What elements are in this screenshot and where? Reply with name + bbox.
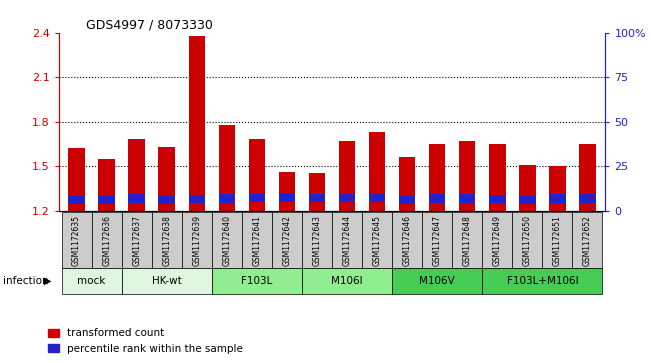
Bar <box>339 194 355 203</box>
Bar <box>158 147 175 211</box>
Text: GSM1172643: GSM1172643 <box>312 215 322 266</box>
Bar <box>128 139 145 211</box>
Bar <box>219 125 235 211</box>
Bar <box>68 196 85 204</box>
Bar <box>549 166 566 211</box>
Text: GSM1172649: GSM1172649 <box>493 215 502 266</box>
Text: GSM1172639: GSM1172639 <box>192 215 201 266</box>
Bar <box>98 196 115 204</box>
Text: F103L+M106I: F103L+M106I <box>506 276 578 286</box>
Text: mock: mock <box>77 276 106 286</box>
Text: M106I: M106I <box>331 276 363 286</box>
Bar <box>399 196 415 204</box>
Bar <box>459 194 475 203</box>
Bar <box>369 132 385 211</box>
Bar <box>429 144 445 211</box>
Text: GSM1172636: GSM1172636 <box>102 215 111 266</box>
Bar <box>249 139 265 211</box>
Text: GSM1172652: GSM1172652 <box>583 215 592 266</box>
Bar <box>489 195 506 203</box>
Text: infection: infection <box>3 276 49 286</box>
Text: GSM1172644: GSM1172644 <box>342 215 352 266</box>
Bar <box>519 164 536 211</box>
Legend: transformed count, percentile rank within the sample: transformed count, percentile rank withi… <box>44 324 247 358</box>
Text: GSM1172651: GSM1172651 <box>553 215 562 266</box>
Text: HK-wt: HK-wt <box>152 276 182 286</box>
Text: GSM1172638: GSM1172638 <box>162 215 171 266</box>
Text: GSM1172635: GSM1172635 <box>72 215 81 266</box>
Text: GSM1172645: GSM1172645 <box>372 215 381 266</box>
Bar <box>279 172 295 211</box>
Bar <box>579 194 596 203</box>
Bar <box>309 174 326 211</box>
Bar <box>189 36 205 211</box>
Text: GSM1172648: GSM1172648 <box>463 215 472 266</box>
Bar <box>549 194 566 203</box>
Bar <box>68 148 85 211</box>
Bar <box>189 195 205 203</box>
Bar <box>369 194 385 203</box>
Text: GSM1172640: GSM1172640 <box>223 215 231 266</box>
Text: GSM1172650: GSM1172650 <box>523 215 532 266</box>
Text: GSM1172647: GSM1172647 <box>433 215 441 266</box>
Bar <box>429 194 445 203</box>
Text: M106V: M106V <box>419 276 455 286</box>
Bar <box>219 194 235 203</box>
Text: ▶: ▶ <box>44 276 51 286</box>
Bar <box>128 194 145 203</box>
Text: GDS4997 / 8073330: GDS4997 / 8073330 <box>86 19 213 32</box>
Bar <box>489 144 506 211</box>
Bar <box>309 194 326 203</box>
Text: F103L: F103L <box>242 276 273 286</box>
Text: GSM1172637: GSM1172637 <box>132 215 141 266</box>
Bar <box>339 141 355 211</box>
Bar <box>519 196 536 204</box>
Bar <box>98 159 115 211</box>
Bar <box>459 141 475 211</box>
Bar <box>249 194 265 203</box>
Text: GSM1172641: GSM1172641 <box>253 215 262 266</box>
Bar <box>399 157 415 211</box>
Bar <box>279 193 295 203</box>
Bar <box>579 144 596 211</box>
Bar <box>158 196 175 204</box>
Text: GSM1172646: GSM1172646 <box>402 215 411 266</box>
Text: GSM1172642: GSM1172642 <box>283 215 292 266</box>
